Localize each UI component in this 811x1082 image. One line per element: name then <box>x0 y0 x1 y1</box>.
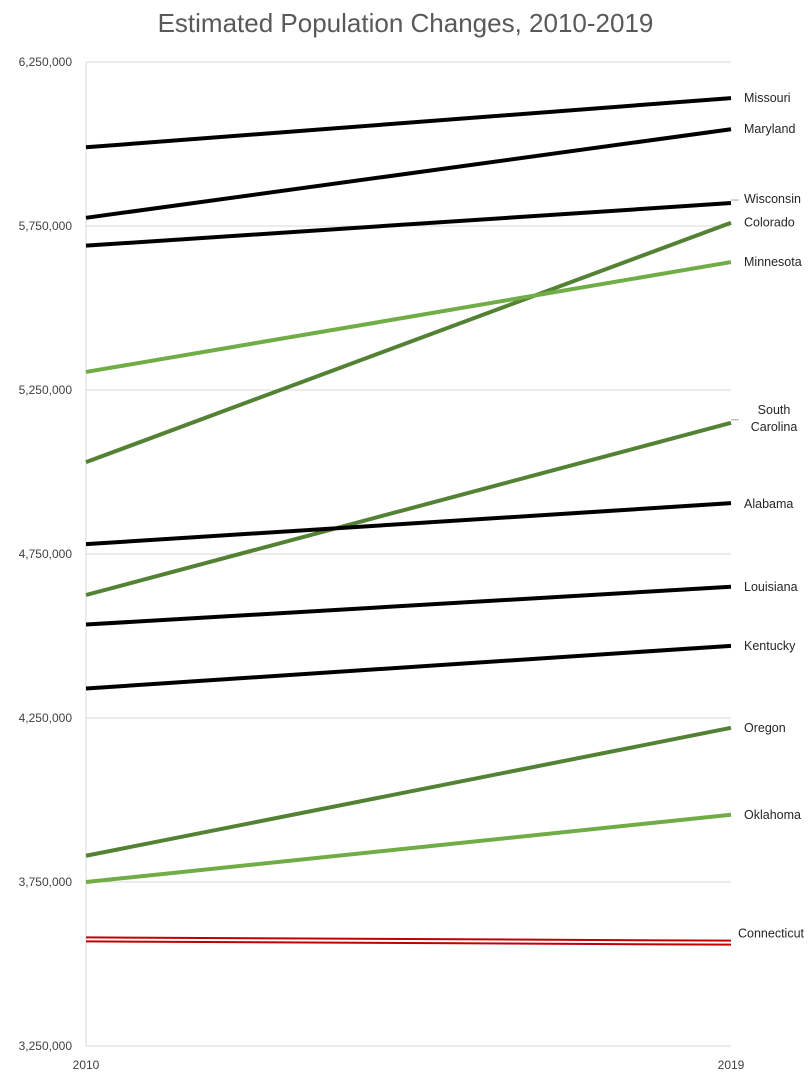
y-tick-label: 4,750,000 <box>19 547 73 561</box>
y-tick-label: 6,250,000 <box>19 55 73 69</box>
series-label-alabama: Alabama <box>744 497 793 511</box>
axes: 3,250,000 3,750,000 4,250,000 4,750,000 5,25… <box>19 55 745 1072</box>
series-line-oklahoma <box>85 812 732 884</box>
series-line-connecticut <box>85 936 732 942</box>
series-label-connecticut: Connecticut <box>738 927 805 941</box>
series-labels: Missouri Maryland Wisconsin Colorado Minneso… <box>731 91 805 941</box>
y-tick-label: 4,250,000 <box>19 711 73 725</box>
series-line-oregon <box>85 725 732 858</box>
series-line-maryland <box>85 127 732 220</box>
series-label-kentucky: Kentucky <box>744 639 796 653</box>
x-tick-label: 2019 <box>718 1058 745 1072</box>
series-label-oregon: Oregon <box>744 721 786 735</box>
series-label-south-carolina: South Carolina <box>751 403 798 434</box>
series-line-louisiana <box>85 584 732 627</box>
series-label-colorado: Colorado <box>744 216 795 230</box>
series-line-alabama <box>85 501 732 547</box>
series-label-maryland: Maryland <box>744 122 795 136</box>
series-lines <box>85 96 732 946</box>
series-label-wisconsin: Wisconsin <box>744 192 801 206</box>
series-line-kentucky <box>85 643 732 691</box>
series-line-south-carolina <box>85 420 732 597</box>
y-tick-label: 3,750,000 <box>19 875 73 889</box>
series-line-colorado <box>85 220 732 465</box>
x-tick-label: 2010 <box>73 1058 100 1072</box>
series-line-minnesota <box>85 260 732 374</box>
y-tick-label: 5,750,000 <box>19 219 73 233</box>
series-label-missouri: Missouri <box>744 91 791 105</box>
y-tick-label: 5,250,000 <box>19 383 73 397</box>
series-line-missouri <box>85 96 732 150</box>
series-label-louisiana: Louisiana <box>744 580 798 594</box>
y-tick-label: 3,250,000 <box>19 1039 73 1053</box>
chart-title: Estimated Population Changes, 2010-2019 <box>157 8 654 38</box>
series-line-wisconsin <box>85 201 732 248</box>
series-label-minnesota: Minnesota <box>744 255 802 269</box>
series-label-oklahoma: Oklahoma <box>744 808 801 822</box>
series-line-connecticut-outline <box>85 940 732 946</box>
